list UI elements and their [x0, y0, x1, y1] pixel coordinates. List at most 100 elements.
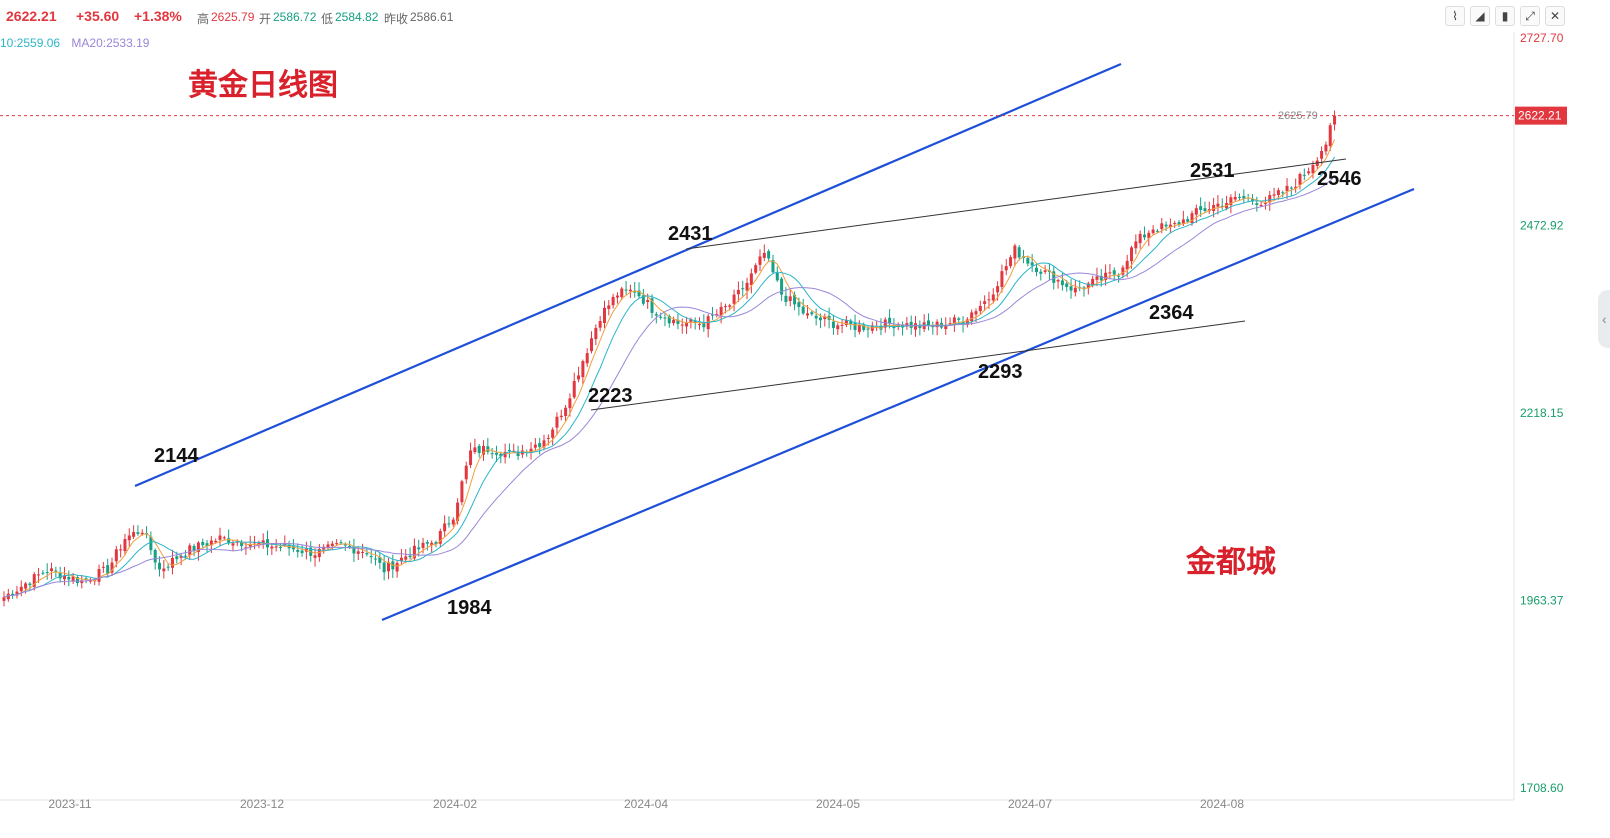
candle-body — [1199, 206, 1203, 210]
candle-body — [149, 536, 153, 551]
candle-body — [412, 545, 416, 559]
area-chart-icon[interactable]: ◢ — [1470, 6, 1490, 26]
candle-body — [793, 294, 797, 305]
candle-body — [801, 306, 805, 314]
candle-body — [1320, 150, 1324, 159]
candle-body — [1238, 196, 1242, 198]
candle-body — [430, 542, 434, 546]
candle-body — [399, 557, 403, 561]
candle-body — [460, 481, 464, 503]
candle-body — [978, 305, 982, 312]
candle-chart-icon[interactable]: ▮ — [1495, 6, 1515, 26]
candle-body — [291, 546, 295, 550]
candle-body — [1212, 204, 1216, 211]
candle-body — [1155, 230, 1159, 232]
candle-body — [386, 562, 390, 572]
candle-body — [84, 578, 88, 580]
candle-body — [698, 324, 702, 326]
x-tick-label: 2024-08 — [1200, 797, 1244, 811]
ma5-line — [3, 139, 1336, 598]
candle-body — [754, 265, 758, 273]
candle-body — [58, 572, 62, 579]
candle-body — [395, 562, 399, 572]
candle-body — [1147, 232, 1151, 239]
candle-body — [598, 321, 602, 328]
candle-body — [620, 288, 624, 298]
candle-body — [473, 447, 477, 453]
candle-body — [758, 256, 762, 265]
date-axis: 2023-11 2023-12 2024-02 2024-04 2024-05 2024-… — [48, 797, 1244, 811]
candle-body — [1177, 222, 1181, 226]
candle-body — [693, 320, 697, 324]
candle-body — [278, 546, 282, 548]
line-chart-icon[interactable]: ⌇ — [1445, 6, 1465, 26]
candle-body — [1307, 171, 1311, 174]
high-value: 2625.79 — [211, 10, 255, 24]
candle-body — [50, 568, 54, 571]
candle-body — [672, 319, 676, 324]
candle-body — [551, 429, 555, 438]
price-change-pct: +1.38% — [134, 8, 182, 24]
candle-body — [866, 328, 870, 330]
candle-body — [1164, 224, 1168, 227]
ma20-legend: MA20:2533.19 — [71, 36, 150, 50]
current-price-tag-label: 2622.21 — [1518, 109, 1562, 123]
candle-body — [214, 540, 218, 543]
candle-body — [1142, 234, 1146, 238]
expand-icon[interactable]: ⤢ — [1520, 6, 1540, 26]
candle-body — [1333, 115, 1337, 125]
candle-body — [404, 556, 408, 560]
candle-body — [667, 315, 671, 324]
candle-body — [888, 317, 892, 324]
candle-body — [227, 538, 231, 544]
lower-thin-line — [590, 320, 1246, 411]
candle-body — [1194, 208, 1198, 215]
candle-body — [806, 313, 810, 316]
candle-body — [654, 314, 658, 316]
candle-body — [192, 545, 196, 551]
candle-body — [702, 322, 706, 328]
candle-body — [486, 446, 490, 452]
candle-body — [797, 302, 801, 308]
candle-body — [810, 312, 814, 315]
candle-body — [507, 449, 511, 451]
candle-body — [110, 562, 114, 573]
candle-body — [1289, 187, 1293, 189]
candle-body — [685, 322, 689, 327]
candle-body — [6, 593, 10, 600]
candle-body — [54, 570, 58, 572]
side-panel-toggle[interactable]: ‹ — [1598, 290, 1610, 348]
candle-body — [348, 545, 352, 547]
price-annotation: 2531 — [1190, 160, 1235, 182]
candle-body — [780, 278, 784, 295]
candle-body — [434, 542, 438, 545]
candle-body — [1272, 194, 1276, 196]
candle-body — [1099, 275, 1103, 281]
candle-body — [1043, 270, 1047, 272]
candle-body — [1168, 224, 1172, 228]
candle-body — [996, 286, 1000, 293]
candle-body — [451, 519, 455, 525]
candle-body — [67, 576, 71, 580]
candle-body — [637, 290, 641, 297]
candle-body — [244, 547, 248, 549]
candle-body — [615, 295, 619, 298]
candle-body — [32, 574, 36, 587]
candle-body — [369, 556, 373, 558]
candle-body — [140, 532, 144, 535]
candle-body — [762, 252, 766, 258]
candle-body — [88, 580, 92, 582]
candle-body — [45, 571, 49, 573]
candle-body — [646, 300, 650, 303]
candle-body — [784, 295, 788, 302]
candle-body — [732, 294, 736, 304]
candle-body — [663, 317, 667, 319]
candle-body — [19, 586, 23, 592]
candle-body — [607, 305, 611, 309]
ma20-line — [3, 176, 1335, 598]
candle-body — [75, 577, 79, 584]
candle-body — [1250, 199, 1254, 202]
candle-body — [590, 338, 594, 352]
candle-body — [71, 576, 75, 582]
close-icon[interactable]: ✕ — [1545, 6, 1565, 26]
